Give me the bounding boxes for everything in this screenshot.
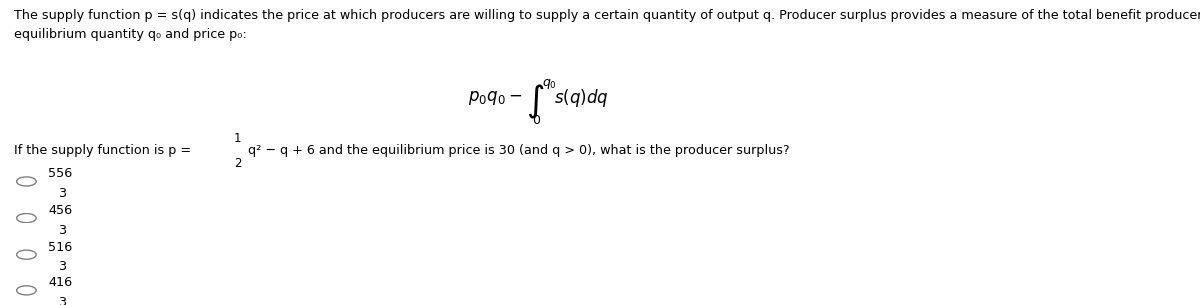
Text: 1: 1 [234, 132, 241, 145]
Text: $p_0q_0 - $: $p_0q_0 - $ [468, 88, 522, 107]
Text: 2: 2 [234, 157, 241, 170]
Text: The supply function p = s(q) indicates the price at which producers are willing : The supply function p = s(q) indicates t… [14, 9, 1200, 41]
Text: $s(q)dq$: $s(q)dq$ [554, 87, 610, 109]
Text: q² − q + 6 and the equilibrium price is 30 (and q > 0), what is the producer sur: q² − q + 6 and the equilibrium price is … [248, 145, 790, 157]
Text: If the supply function is p =: If the supply function is p = [14, 145, 196, 157]
Text: $\int$: $\int$ [526, 83, 544, 121]
Text: 556: 556 [48, 167, 72, 180]
Text: 416: 416 [48, 276, 72, 289]
Text: 3: 3 [58, 187, 66, 200]
Text: 3: 3 [58, 296, 66, 305]
Text: $q_0$: $q_0$ [542, 77, 557, 91]
Text: 3: 3 [58, 224, 66, 237]
Text: $0$: $0$ [532, 114, 541, 127]
Text: 516: 516 [48, 241, 72, 253]
Text: 3: 3 [58, 260, 66, 273]
Text: 456: 456 [48, 204, 72, 217]
